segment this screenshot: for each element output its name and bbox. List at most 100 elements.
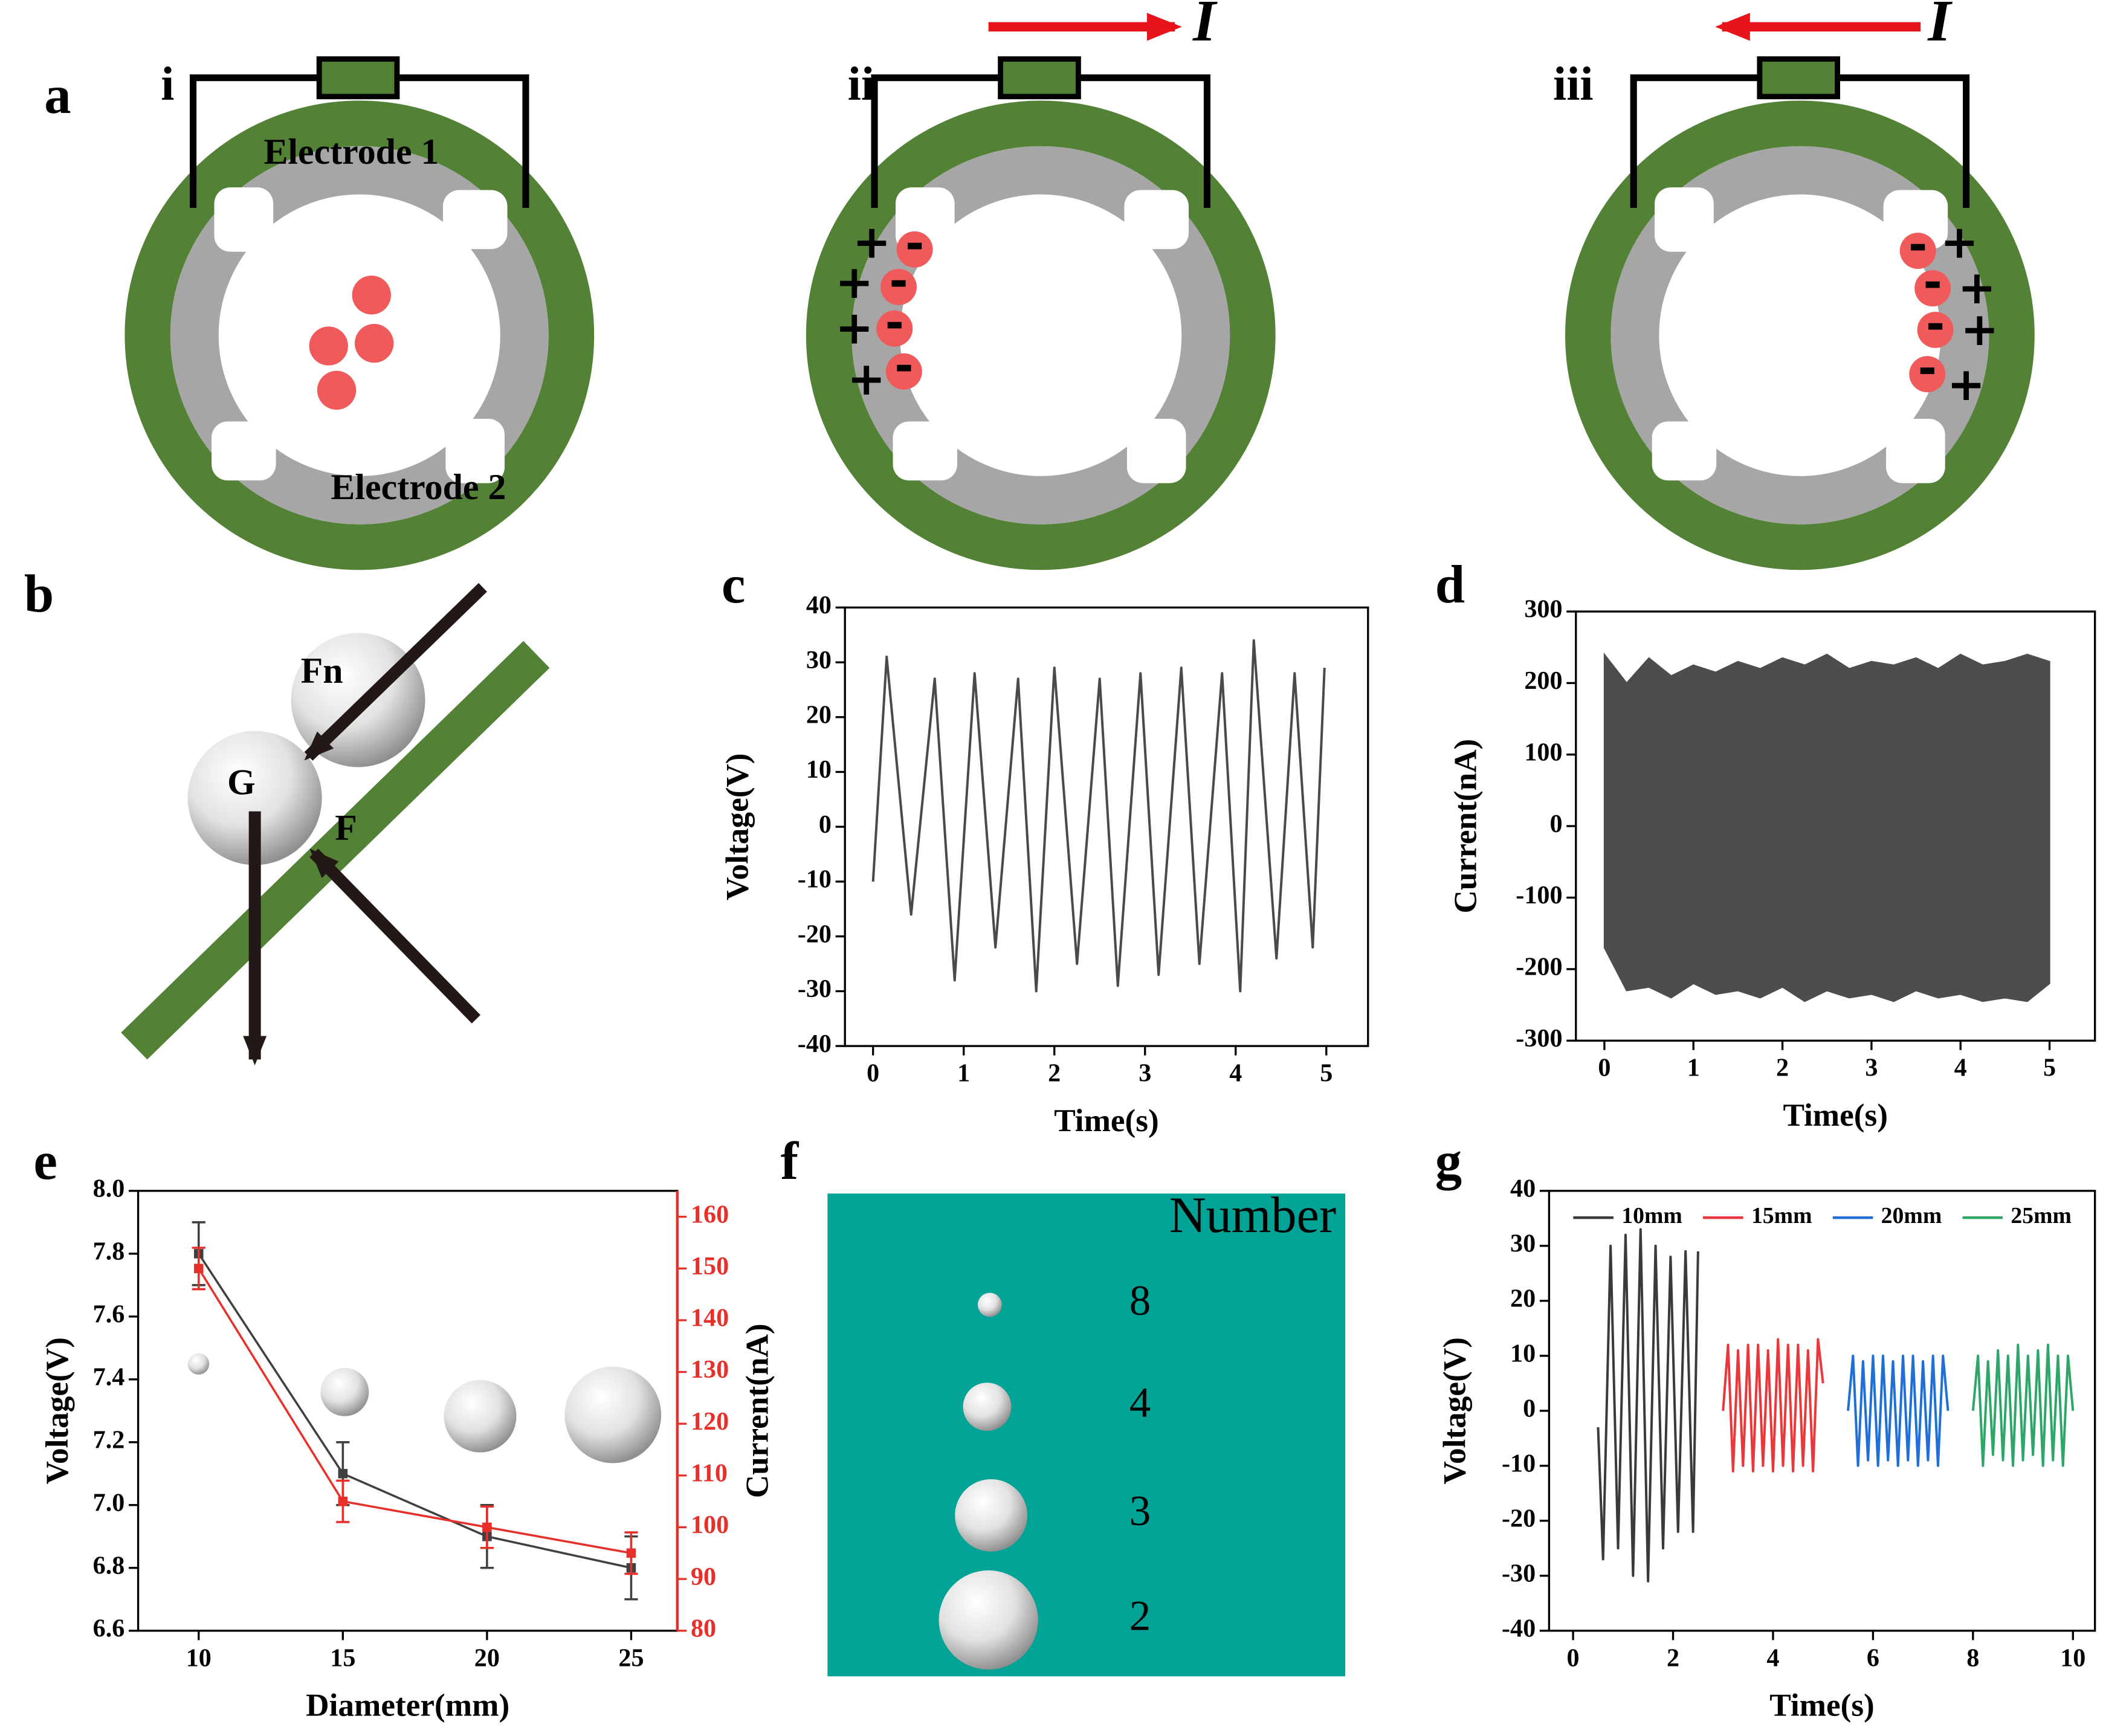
x-tick-label: 4 bbox=[1766, 1644, 1779, 1672]
data-line bbox=[198, 1268, 632, 1555]
y-tick-label: 7.0 bbox=[93, 1488, 125, 1517]
x-tick-label: 0 bbox=[1567, 1644, 1580, 1672]
minus-sign: - bbox=[1918, 341, 1937, 395]
y-tick-label: 0 bbox=[819, 810, 832, 839]
x-axis-title: Time(s) bbox=[1769, 1688, 1875, 1723]
subpanel-label: ii bbox=[848, 57, 874, 111]
force-arrow bbox=[309, 848, 481, 1024]
y-axis-title: Voltage(V) bbox=[719, 753, 755, 900]
x-tick-label: 4 bbox=[1954, 1054, 1967, 1082]
data-point bbox=[194, 1263, 204, 1274]
y-tick-label: 0 bbox=[1523, 1394, 1536, 1422]
y-tick-label: -20 bbox=[1502, 1504, 1536, 1532]
subpanel-label: iii bbox=[1553, 57, 1594, 111]
charged-ball bbox=[1914, 270, 1951, 307]
current-symbol: I bbox=[1927, 0, 1953, 54]
data-point bbox=[482, 1522, 492, 1532]
ball-count: 8 bbox=[1129, 1277, 1151, 1325]
ball bbox=[955, 1479, 1028, 1552]
data-line bbox=[1847, 1354, 1950, 1467]
plus-sign: + bbox=[853, 216, 891, 269]
electrode-gap bbox=[1124, 190, 1189, 250]
data-line bbox=[1597, 1228, 1699, 1583]
electrode-ring bbox=[170, 146, 549, 524]
electrode-gap bbox=[445, 419, 505, 483]
ball bbox=[977, 1292, 1002, 1317]
y-tick-label: 7.2 bbox=[93, 1425, 125, 1454]
ball bbox=[444, 1379, 517, 1453]
y-tick-label: 7.8 bbox=[93, 1237, 125, 1265]
y-tick-label: 40 bbox=[1510, 1174, 1536, 1202]
x-tick-label: 10 bbox=[2060, 1644, 2085, 1672]
electrode-gap bbox=[1126, 419, 1186, 483]
ball-count: 2 bbox=[1129, 1592, 1151, 1639]
y-tick-label: -100 bbox=[1516, 881, 1562, 909]
legend-label: 15mm bbox=[1751, 1203, 1812, 1228]
outer-ring bbox=[1565, 100, 2035, 570]
y-tick-label: 30 bbox=[806, 646, 832, 674]
y-tick-label: -20 bbox=[798, 920, 832, 948]
minus-sign: - bbox=[885, 296, 904, 349]
data-point bbox=[338, 1469, 348, 1479]
y-tick-label: 10 bbox=[806, 755, 832, 784]
data-point bbox=[626, 1548, 636, 1558]
x-tick-label: 5 bbox=[1320, 1059, 1333, 1088]
panel-label: a bbox=[44, 66, 71, 125]
force-arrow bbox=[304, 582, 487, 761]
x-axis-title: Time(s) bbox=[1783, 1097, 1888, 1133]
charged-ball bbox=[1917, 312, 1954, 348]
resistor bbox=[1757, 56, 1840, 100]
minus-sign: - bbox=[1923, 256, 1942, 309]
y-axis-title: Voltage(V) bbox=[1437, 1337, 1473, 1485]
y-tick-label: 30 bbox=[1510, 1229, 1536, 1257]
y2-tick-label: 90 bbox=[691, 1563, 716, 1591]
y-axis-title: Current(nA) bbox=[1447, 739, 1483, 914]
charged-ball bbox=[880, 268, 917, 305]
data-line bbox=[1722, 1338, 1824, 1473]
x-tick-label: 5 bbox=[2043, 1054, 2056, 1082]
y-tick-label: -30 bbox=[1502, 1559, 1536, 1587]
plus-sign: + bbox=[835, 256, 873, 309]
x-tick-label: 0 bbox=[1598, 1054, 1610, 1082]
resistor bbox=[316, 56, 400, 100]
panel-label: g bbox=[1435, 1132, 1462, 1191]
signal-envelope bbox=[1603, 652, 2050, 1002]
y-tick-label: 40 bbox=[806, 591, 832, 619]
legend-label: 20mm bbox=[1881, 1203, 1942, 1228]
legend-label: 10mm bbox=[1621, 1203, 1682, 1228]
x-axis-title: Time(s) bbox=[1054, 1103, 1159, 1138]
ball bbox=[938, 1570, 1038, 1670]
y-tick-label: 7.6 bbox=[93, 1300, 125, 1328]
x-tick-label: 2 bbox=[1776, 1054, 1789, 1082]
panel-label: f bbox=[781, 1132, 800, 1191]
data-line bbox=[1971, 1343, 2075, 1467]
ball bbox=[963, 1383, 1012, 1431]
y-tick-label: 6.6 bbox=[93, 1614, 125, 1642]
plus-sign: + bbox=[1940, 216, 1979, 269]
x-tick-label: 25 bbox=[618, 1644, 644, 1672]
ball bbox=[320, 1367, 369, 1416]
y-tick-label: -40 bbox=[1502, 1614, 1536, 1642]
electrode-gap bbox=[1883, 190, 1948, 250]
electrode-label: Electrode 2 bbox=[331, 467, 506, 507]
electrode-gap bbox=[1655, 187, 1714, 252]
electrode-gap bbox=[1652, 421, 1717, 481]
current-symbol: I bbox=[1192, 0, 1218, 54]
y-tick-label: -10 bbox=[1502, 1449, 1536, 1477]
x-tick-label: 1 bbox=[1687, 1054, 1700, 1082]
y-tick-label: -10 bbox=[798, 865, 832, 894]
y-tick-label: -200 bbox=[1516, 953, 1562, 981]
y-tick-label: 300 bbox=[1524, 595, 1562, 624]
plus-sign: + bbox=[847, 352, 885, 405]
y-tick-label: 20 bbox=[806, 700, 832, 729]
ball-count: 3 bbox=[1129, 1488, 1151, 1535]
x-tick-label: 1 bbox=[957, 1059, 970, 1088]
charged-ball bbox=[896, 231, 933, 268]
y-tick-label: 200 bbox=[1524, 666, 1562, 695]
charged-ball bbox=[1899, 233, 1936, 269]
charged-ball bbox=[317, 370, 357, 410]
y-tick-label: 6.8 bbox=[93, 1551, 125, 1580]
x-tick-label: 4 bbox=[1229, 1059, 1242, 1088]
data-line bbox=[198, 1253, 632, 1569]
